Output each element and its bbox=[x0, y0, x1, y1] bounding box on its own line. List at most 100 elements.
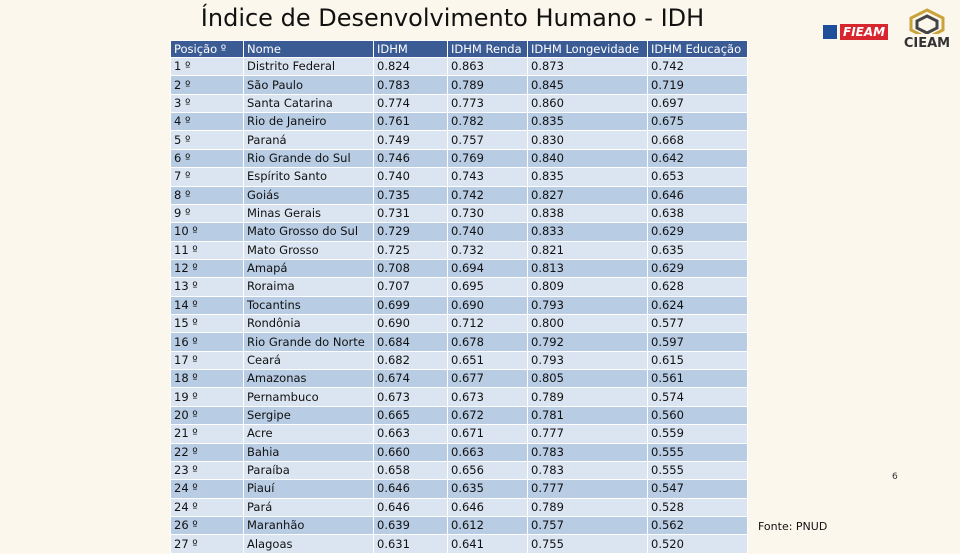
table-cell: 0.746 bbox=[373, 148, 448, 169]
table-cell: 20 º bbox=[170, 405, 244, 426]
table-cell: 21 º bbox=[170, 424, 244, 444]
table-cell: 24 º bbox=[170, 497, 244, 517]
table-cell: 0.809 bbox=[527, 277, 648, 297]
table-cell: Tocantins bbox=[243, 295, 374, 316]
table-cell: 0.789 bbox=[447, 75, 528, 95]
table-cell: 27 º bbox=[170, 534, 244, 554]
table-cell: 0.730 bbox=[447, 203, 528, 224]
table-cell: 0.656 bbox=[447, 460, 528, 481]
table-cell: 0.665 bbox=[373, 405, 448, 426]
table-row: 20 º Sergipe 0.665 0.672 0.781 0.560 bbox=[170, 405, 748, 426]
table-cell: 0.769 bbox=[447, 148, 528, 169]
table-cell: Espírito Santo bbox=[243, 167, 374, 187]
table-cell: Santa Catarina bbox=[243, 93, 374, 114]
table-cell: 0.695 bbox=[447, 277, 528, 297]
table-cell: São Paulo bbox=[243, 75, 374, 95]
table-cell: 0.800 bbox=[527, 314, 648, 334]
table-row: 15 º Rondônia 0.690 0.712 0.800 0.577 bbox=[170, 314, 748, 334]
table-cell: 0.646 bbox=[373, 479, 448, 499]
table-cell: 0.773 bbox=[447, 93, 528, 114]
cieam-label: CIEAM bbox=[903, 36, 951, 51]
table-cell: 0.629 bbox=[647, 222, 748, 242]
table-cell: 5 º bbox=[170, 130, 244, 150]
table-cell: 0.774 bbox=[373, 93, 448, 114]
table-row: 11 º Mato Grosso 0.725 0.732 0.821 0.635 bbox=[170, 240, 748, 260]
table-row: 5 º Paraná 0.749 0.757 0.830 0.668 bbox=[170, 130, 748, 150]
table-cell: 0.783 bbox=[527, 460, 648, 481]
table-cell: Rondônia bbox=[243, 314, 374, 334]
table-cell: 0.635 bbox=[447, 479, 528, 499]
table-row: 17 º Ceará 0.682 0.651 0.793 0.615 bbox=[170, 350, 748, 371]
table-cell: 0.559 bbox=[647, 424, 748, 444]
table-cell: Maranhão bbox=[243, 515, 374, 536]
table-cell: 0.782 bbox=[447, 112, 528, 132]
table-cell: 0.697 bbox=[647, 93, 748, 114]
table-cell: 0.783 bbox=[527, 442, 648, 462]
table-cell: 0.635 bbox=[647, 240, 748, 260]
table-cell: 0.638 bbox=[647, 203, 748, 224]
table-cell: Amazonas bbox=[243, 369, 374, 389]
table-cell: 0.642 bbox=[647, 148, 748, 169]
table-cell: Rio de Janeiro bbox=[243, 112, 374, 132]
table-cell: 0.735 bbox=[373, 185, 448, 205]
cieam-logo: CIEAM bbox=[900, 8, 954, 51]
header-cell: Posição º bbox=[170, 40, 244, 58]
table-cell: 0.631 bbox=[373, 534, 448, 554]
idh-table: Posição º Nome IDHM IDHM Renda IDHM Longevid… bbox=[170, 40, 748, 554]
table-cell: 0.749 bbox=[373, 130, 448, 150]
table-cell: 0.646 bbox=[647, 185, 748, 205]
table-cell: 0.651 bbox=[447, 350, 528, 371]
table-cell: 0.793 bbox=[527, 350, 648, 371]
table-cell: 2 º bbox=[170, 75, 244, 95]
table-row: 13 º Roraima 0.707 0.695 0.809 0.628 bbox=[170, 277, 748, 297]
table-cell: 3 º bbox=[170, 93, 244, 114]
fieam-label: FIEAM bbox=[840, 24, 889, 40]
table-cell: Acre bbox=[243, 424, 374, 444]
table-cell: 0.777 bbox=[527, 424, 648, 444]
table-cell: 0.663 bbox=[447, 442, 528, 462]
table-row: 3 º Santa Catarina 0.774 0.773 0.860 0.697 bbox=[170, 93, 748, 114]
table-cell: 1 º bbox=[170, 56, 244, 77]
table-row: 8 º Goiás 0.735 0.742 0.827 0.646 bbox=[170, 185, 748, 205]
table-row: 26 º Maranhão 0.639 0.612 0.757 0.562 bbox=[170, 515, 748, 536]
table-cell: 0.757 bbox=[527, 515, 648, 536]
table-cell: 0.731 bbox=[373, 203, 448, 224]
table-cell: Piauí bbox=[243, 479, 374, 499]
table-cell: 0.624 bbox=[647, 295, 748, 316]
table-cell: 10 º bbox=[170, 222, 244, 242]
table-cell: 0.824 bbox=[373, 56, 448, 77]
table-cell: 0.840 bbox=[527, 148, 648, 169]
table-cell: Sergipe bbox=[243, 405, 374, 426]
table-cell: 12 º bbox=[170, 258, 244, 279]
table-row: 22 º Bahia 0.660 0.663 0.783 0.555 bbox=[170, 442, 748, 462]
table-cell: 0.805 bbox=[527, 369, 648, 389]
table-cell: 17 º bbox=[170, 350, 244, 371]
table-cell: 0.835 bbox=[527, 112, 648, 132]
table-cell: Pernambuco bbox=[243, 387, 374, 407]
table-cell: 0.833 bbox=[527, 222, 648, 242]
table-cell: 0.555 bbox=[647, 460, 748, 481]
table-cell: 4 º bbox=[170, 112, 244, 132]
table-cell: Paraíba bbox=[243, 460, 374, 481]
table-cell: 0.838 bbox=[527, 203, 648, 224]
table-cell: 0.830 bbox=[527, 130, 648, 150]
table-row: 4 º Rio de Janeiro 0.761 0.782 0.835 0.675 bbox=[170, 112, 748, 132]
table-row: 19 º Pernambuco 0.673 0.673 0.789 0.574 bbox=[170, 387, 748, 407]
table-cell: 0.781 bbox=[527, 405, 648, 426]
slide: Índice de Desenvolvimento Humano - IDH P… bbox=[170, 4, 954, 554]
table-cell: 0.699 bbox=[373, 295, 448, 316]
logo-mark bbox=[823, 25, 837, 39]
table-cell: Roraima bbox=[243, 277, 374, 297]
table-cell: Bahia bbox=[243, 442, 374, 462]
table-cell: 0.577 bbox=[647, 314, 748, 334]
header-cell: Nome bbox=[243, 40, 374, 58]
table-cell: 6 º bbox=[170, 148, 244, 169]
table-cell: 0.742 bbox=[447, 185, 528, 205]
table-cell: 0.628 bbox=[647, 277, 748, 297]
table-cell: 0.560 bbox=[647, 405, 748, 426]
table-cell: 0.761 bbox=[373, 112, 448, 132]
table-cell: 0.777 bbox=[527, 479, 648, 499]
table-cell: 0.827 bbox=[527, 185, 648, 205]
table-row: 12 º Amapá 0.708 0.694 0.813 0.629 bbox=[170, 258, 748, 279]
table-cell: 0.646 bbox=[447, 497, 528, 517]
